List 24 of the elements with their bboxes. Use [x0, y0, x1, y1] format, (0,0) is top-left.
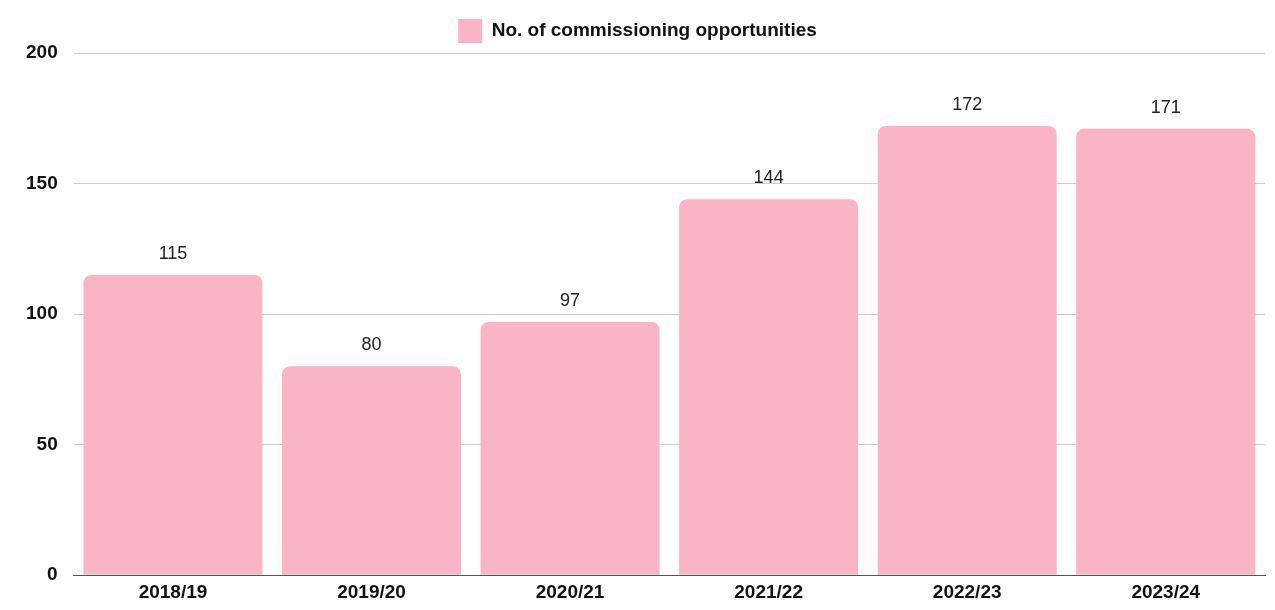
data-label: 144	[753, 167, 784, 188]
x-tick-label: 2020/21	[535, 580, 605, 602]
data-label: 115	[158, 242, 188, 263]
legend-label: No. of commissioning opportunities	[491, 19, 817, 41]
y-tick-label: 200	[26, 41, 58, 63]
x-tick-label: 2021/22	[734, 580, 803, 602]
data-label: 171	[1150, 96, 1181, 117]
x-tick-label: 2022/23	[932, 580, 1002, 602]
bar	[282, 366, 462, 575]
x-tick-label: 2018/19	[138, 580, 208, 602]
y-tick-label: 50	[36, 432, 58, 454]
data-label: 80	[361, 334, 382, 355]
bar	[83, 274, 263, 575]
x-tick-label: 2023/24	[1131, 580, 1201, 602]
bar	[877, 126, 1057, 575]
bar	[679, 199, 859, 575]
y-tick-label: 0	[47, 563, 58, 585]
y-tick-label: 100	[26, 302, 58, 324]
data-label: 172	[952, 94, 983, 115]
x-tick-label: 2019/20	[337, 580, 406, 602]
data-label: 97	[560, 289, 581, 310]
bar	[1076, 128, 1256, 575]
bar	[480, 321, 660, 575]
y-tick-label: 150	[26, 171, 58, 193]
